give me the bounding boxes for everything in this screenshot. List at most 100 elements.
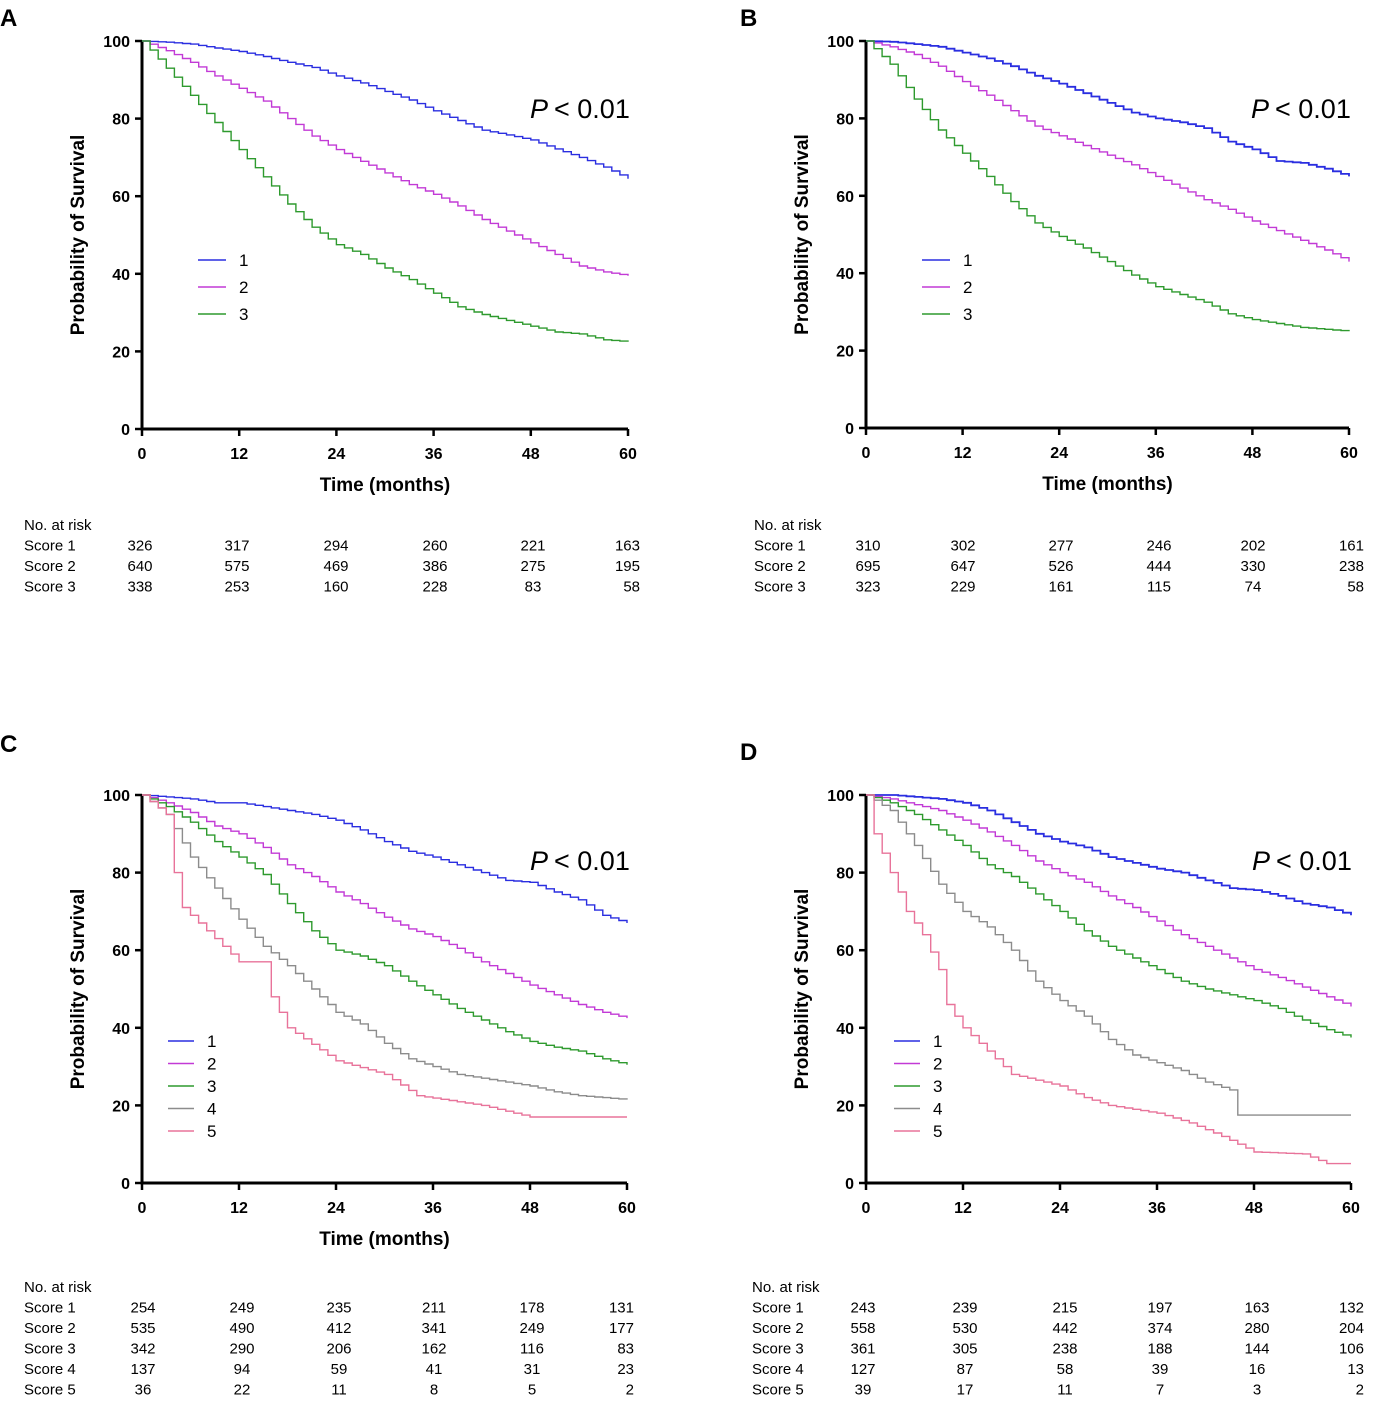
risk-row-label: Score 1 xyxy=(754,538,806,555)
legend-label-score-3: 3 xyxy=(963,305,972,324)
risk-table-header: No. at risk xyxy=(24,1279,92,1296)
y-tick-label: 60 xyxy=(836,943,854,960)
risk-cell: 695 xyxy=(855,558,880,575)
y-tick-label: 20 xyxy=(112,344,130,361)
risk-cell: 235 xyxy=(326,1300,351,1317)
p-value-annotation: P < 0.01 xyxy=(1251,94,1351,124)
risk-row-label: Score 2 xyxy=(754,558,806,575)
survival-curve-score-4 xyxy=(866,794,1351,1116)
risk-cell: 58 xyxy=(1347,579,1364,596)
legend-label-score-1: 1 xyxy=(207,1032,216,1051)
survival-curve-score-2 xyxy=(866,794,1352,1007)
risk-cell: 13 xyxy=(1347,1361,1364,1378)
legend-label-score-5: 5 xyxy=(207,1122,216,1141)
x-tick-label: 0 xyxy=(862,1200,871,1217)
risk-cell: 11 xyxy=(1057,1382,1073,1399)
x-axis-title: Time (months) xyxy=(320,475,451,496)
risk-row-label: Score 2 xyxy=(24,1320,76,1337)
risk-cell: 161 xyxy=(1048,579,1073,596)
risk-cell: 330 xyxy=(1240,558,1265,575)
risk-cell: 211 xyxy=(422,1300,446,1317)
x-tick-label: 24 xyxy=(328,446,346,463)
legend-label-score-1: 1 xyxy=(239,251,248,270)
risk-cell: 342 xyxy=(130,1341,155,1358)
p-value-annotation: P < 0.01 xyxy=(530,94,630,124)
risk-cell: 58 xyxy=(1057,1361,1074,1378)
risk-cell: 228 xyxy=(422,579,447,596)
risk-cell: 490 xyxy=(229,1320,254,1337)
risk-cell: 178 xyxy=(519,1300,544,1317)
x-tick-label: 24 xyxy=(1050,445,1068,462)
x-tick-label: 12 xyxy=(230,1200,248,1217)
x-tick-label: 0 xyxy=(138,1200,147,1217)
risk-cell: 239 xyxy=(952,1300,977,1317)
risk-cell: 41 xyxy=(426,1361,443,1378)
y-tick-label: 60 xyxy=(836,189,854,206)
legend-label-score-2: 2 xyxy=(963,278,972,297)
p-value-text: < 0.01 xyxy=(1275,94,1351,124)
survival-curve-score-5 xyxy=(866,794,1351,1165)
risk-row-label: Score 2 xyxy=(752,1320,804,1337)
survival-curve-score-1 xyxy=(142,794,628,923)
p-value-text: < 0.01 xyxy=(554,94,630,124)
risk-cell: 254 xyxy=(130,1300,155,1317)
x-tick-label: 12 xyxy=(954,1200,972,1217)
risk-table-header: No. at risk xyxy=(752,1279,820,1296)
x-tick-label: 36 xyxy=(424,1200,442,1217)
survival-curve-score-2 xyxy=(866,40,1350,262)
x-tick-label: 48 xyxy=(522,446,540,463)
risk-cell: 575 xyxy=(224,558,249,575)
risk-cell: 74 xyxy=(1245,579,1262,596)
survival-curve-score-2 xyxy=(142,794,628,1019)
y-tick-label: 100 xyxy=(103,34,130,51)
y-tick-label: 80 xyxy=(112,866,130,883)
y-axis-title: Probability of Survival xyxy=(68,135,89,336)
survival-curve-score-4 xyxy=(142,794,628,1100)
y-tick-label: 0 xyxy=(121,1176,130,1193)
survival-curve-score-3 xyxy=(142,794,628,1065)
legend-label-score-3: 3 xyxy=(207,1077,216,1096)
risk-cell: 131 xyxy=(609,1300,634,1317)
risk-row-label: Score 5 xyxy=(752,1382,804,1399)
survival-curve-score-3 xyxy=(142,40,629,342)
risk-cell: 243 xyxy=(850,1300,875,1317)
risk-cell: 36 xyxy=(135,1382,152,1399)
x-tick-label: 36 xyxy=(1148,1200,1166,1217)
risk-cell: 2 xyxy=(626,1382,634,1399)
risk-table-header: No. at risk xyxy=(754,517,822,534)
y-tick-label: 40 xyxy=(112,267,130,284)
x-tick-label: 48 xyxy=(1245,1200,1263,1217)
x-tick-label: 24 xyxy=(1051,1200,1069,1217)
survival-curve-score-3 xyxy=(866,40,1350,332)
risk-row-label: Score 5 xyxy=(24,1382,76,1399)
survival-curve-score-5 xyxy=(142,794,627,1118)
x-tick-label: 12 xyxy=(230,446,248,463)
y-tick-label: 100 xyxy=(103,788,130,805)
risk-cell: 526 xyxy=(1048,558,1073,575)
risk-cell: 558 xyxy=(850,1320,875,1337)
risk-cell: 144 xyxy=(1244,1341,1269,1358)
risk-cell: 202 xyxy=(1240,538,1265,555)
risk-cell: 221 xyxy=(520,538,545,555)
x-axis-title: Time (months) xyxy=(1042,474,1173,495)
legend-label-score-5: 5 xyxy=(933,1122,942,1141)
y-axis-title: Probability of Survival xyxy=(792,134,813,335)
risk-cell: 215 xyxy=(1052,1300,1077,1317)
y-tick-label: 40 xyxy=(836,1021,854,1038)
risk-cell: 238 xyxy=(1052,1341,1077,1358)
risk-cell: 277 xyxy=(1048,538,1073,555)
risk-cell: 177 xyxy=(609,1320,634,1337)
survival-curve-score-1 xyxy=(142,40,629,179)
risk-row-label: Score 3 xyxy=(754,579,806,596)
x-tick-label: 60 xyxy=(1342,1200,1360,1217)
x-tick-label: 36 xyxy=(1147,445,1165,462)
panel-label: B xyxy=(740,5,757,32)
x-axis-title: Time (months) xyxy=(319,1229,450,1250)
p-value-symbol: P xyxy=(1252,846,1270,876)
risk-cell: 58 xyxy=(623,579,640,596)
risk-cell: 87 xyxy=(957,1361,974,1378)
risk-cell: 249 xyxy=(519,1320,544,1337)
risk-cell: 163 xyxy=(1244,1300,1269,1317)
